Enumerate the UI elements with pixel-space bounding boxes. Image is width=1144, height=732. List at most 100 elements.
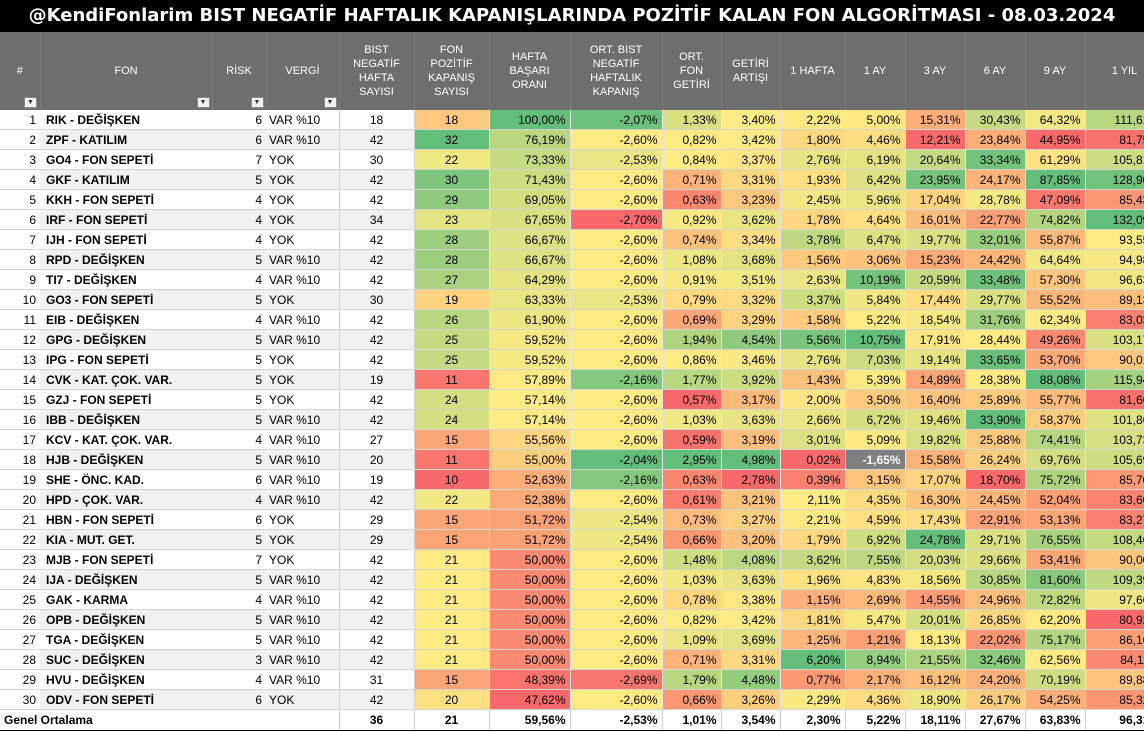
cell-idx: 7 bbox=[0, 229, 40, 250]
cell-1-hafta: 6,20% bbox=[779, 649, 845, 670]
cell-9-ay: 81,60% bbox=[1024, 569, 1085, 590]
cell-fon-poz: 21 bbox=[413, 629, 489, 650]
cell-basari: 57,14% bbox=[488, 409, 570, 430]
cell-6-ay: 29,71% bbox=[964, 529, 1025, 550]
cell-1-yil: 109,39% bbox=[1084, 569, 1144, 590]
header-9-ay: 9 AY bbox=[1025, 32, 1086, 110]
cell-9-ay: 62,20% bbox=[1024, 609, 1085, 630]
header-3-ay-label: 3 AY bbox=[923, 65, 947, 77]
cell-fon: EIB - DEĞİŞKEN bbox=[40, 309, 212, 330]
cell-ort-fon: 0,71% bbox=[661, 649, 721, 670]
cell-ort-fon: 1,48% bbox=[661, 549, 721, 570]
table-row: 22 KIA - MUT. GET. 5 YOK 29 15 51,72% -2,54% 0,6… bbox=[0, 529, 1144, 550]
cell-3-ay: 16,12% bbox=[904, 669, 965, 690]
header-ort-bist-label: ORT. BIST NEGATİF HAFTALIK KAPANIŞ bbox=[589, 44, 643, 98]
cell-ort-bist: -2,69% bbox=[569, 669, 662, 690]
cell-basari: 67,65% bbox=[488, 209, 570, 230]
footer-basari: 59,56% bbox=[488, 709, 570, 731]
cell-risk: 6 bbox=[212, 509, 266, 530]
cell-1-yil: 97,66% bbox=[1084, 589, 1144, 610]
cell-ort-fon: 0,63% bbox=[661, 469, 721, 490]
table-row: 26 OPB - DEĞİŞKEN 5 VAR %10 42 21 50,00% -2,60%… bbox=[0, 609, 1144, 630]
cell-bist-neg: 29 bbox=[338, 509, 414, 530]
cell-getiri-artisi: 3,32% bbox=[720, 289, 780, 310]
table-row: 10 GO3 - FON SEPETİ 5 YOK 30 19 63,33% -2,53% 0,… bbox=[0, 289, 1144, 310]
cell-1-yil: 86,16% bbox=[1084, 629, 1144, 650]
cell-1-yil: 90,00% bbox=[1084, 549, 1144, 570]
cell-ort-bist: -2,60% bbox=[569, 689, 662, 710]
cell-ort-bist: -2,60% bbox=[569, 329, 662, 350]
cell-6-ay: 18,70% bbox=[964, 469, 1025, 490]
cell-6-ay: 22,02% bbox=[964, 629, 1025, 650]
table-row: 30 ODV - FON SEPETİ 6 YOK 42 20 47,62% -2,60% 0,… bbox=[0, 689, 1144, 710]
cell-fon: GO4 - FON SEPETİ bbox=[40, 149, 212, 170]
dropdown-filter-icon[interactable]: ▼ bbox=[196, 97, 210, 108]
cell-3-ay: 20,01% bbox=[904, 609, 965, 630]
table-row: 18 HJB - DEĞİŞKEN 5 VAR %10 20 11 55,00% -2,04%… bbox=[0, 449, 1144, 470]
cell-6-ay: 28,78% bbox=[964, 189, 1025, 210]
cell-ort-bist: -2,60% bbox=[569, 269, 662, 290]
footer-3-ay: 18,11% bbox=[904, 709, 965, 731]
cell-3-ay: 19,77% bbox=[904, 229, 965, 250]
cell-1-yil: 81,75% bbox=[1084, 129, 1144, 150]
cell-fon: SUC - DEĞİŞKEN bbox=[40, 649, 212, 670]
cell-ort-fon: 2,95% bbox=[661, 449, 721, 470]
cell-fon: ZPF - KATILIM bbox=[40, 129, 212, 150]
table-row: 14 CVK - KAT. ÇOK. VAR. 5 YOK 19 11 57,89% -2,1… bbox=[0, 369, 1144, 390]
footer-bist-neg: 36 bbox=[338, 709, 414, 731]
cell-basari: 51,72% bbox=[488, 509, 570, 530]
dropdown-filter-icon[interactable]: ▼ bbox=[323, 97, 337, 108]
cell-1-ay: 2,17% bbox=[844, 669, 905, 690]
cell-bist-neg: 30 bbox=[338, 149, 414, 170]
cell-vergi: YOK bbox=[266, 289, 339, 310]
header-1-hafta: 1 HAFTA bbox=[780, 32, 846, 110]
dropdown-filter-icon[interactable]: ▼ bbox=[24, 97, 37, 108]
cell-ort-fon: 1,03% bbox=[661, 409, 721, 430]
dropdown-filter-icon[interactable]: ▼ bbox=[250, 97, 264, 108]
cell-getiri-artisi: 4,48% bbox=[720, 669, 780, 690]
cell-6-ay: 30,43% bbox=[964, 110, 1025, 130]
cell-1-ay: 3,06% bbox=[844, 249, 905, 270]
cell-1-hafta: 1,79% bbox=[779, 529, 845, 550]
cell-idx: 11 bbox=[0, 309, 40, 330]
cell-ort-fon: 0,59% bbox=[661, 429, 721, 450]
header-idx: # ▼ bbox=[0, 32, 41, 110]
table-row: 11 EIB - DEĞİŞKEN 4 VAR %10 42 26 61,90% -2,60%… bbox=[0, 309, 1144, 330]
cell-basari: 57,14% bbox=[488, 389, 570, 410]
cell-basari: 48,39% bbox=[488, 669, 570, 690]
cell-fon: GAK - KARMA bbox=[40, 589, 212, 610]
cell-ort-bist: -2,60% bbox=[569, 489, 662, 510]
cell-risk: 5 bbox=[212, 169, 266, 190]
header-fon-poz: FON POZİTİF KAPANIŞ SAYISI bbox=[414, 32, 490, 110]
cell-1-yil: 89,88% bbox=[1084, 669, 1144, 690]
cell-fon: SHE - ÖNC. KAD. bbox=[40, 469, 212, 490]
cell-6-ay: 32,01% bbox=[964, 229, 1025, 250]
cell-1-hafta: 2,63% bbox=[779, 269, 845, 290]
cell-1-yil: 80,92% bbox=[1084, 609, 1144, 630]
cell-3-ay: 16,40% bbox=[904, 389, 965, 410]
cell-9-ay: 75,72% bbox=[1024, 469, 1085, 490]
cell-ort-bist: -2,60% bbox=[569, 249, 662, 270]
cell-bist-neg: 42 bbox=[338, 389, 414, 410]
header-fon: FON ▼ bbox=[40, 32, 213, 110]
cell-vergi: VAR %10 bbox=[266, 609, 339, 630]
cell-basari: 66,67% bbox=[488, 229, 570, 250]
cell-1-ay: 6,19% bbox=[844, 149, 905, 170]
table-row: 28 SUC - DEĞİŞKEN 3 VAR %10 42 21 50,00% -2,60%… bbox=[0, 649, 1144, 670]
cell-fon-poz: 23 bbox=[413, 209, 489, 230]
cell-ort-bist: -2,60% bbox=[569, 169, 662, 190]
cell-fon-poz: 24 bbox=[413, 409, 489, 430]
cell-9-ay: 70,19% bbox=[1024, 669, 1085, 690]
cell-6-ay: 30,85% bbox=[964, 569, 1025, 590]
cell-idx: 9 bbox=[0, 269, 40, 290]
table-row: 15 GZJ - FON SEPETİ 5 YOK 42 24 57,14% -2,60% 0,… bbox=[0, 389, 1144, 410]
cell-fon: RPD - DEĞİŞKEN bbox=[40, 249, 212, 270]
cell-fon-poz: 15 bbox=[413, 429, 489, 450]
cell-9-ay: 47,09% bbox=[1024, 189, 1085, 210]
header-1-yil: 1 YIL bbox=[1085, 32, 1144, 110]
cell-basari: 50,00% bbox=[488, 609, 570, 630]
cell-1-yil: 83,27% bbox=[1084, 509, 1144, 530]
cell-getiri-artisi: 3,42% bbox=[720, 609, 780, 630]
cell-fon-poz: 20 bbox=[413, 689, 489, 710]
cell-basari: 55,56% bbox=[488, 429, 570, 450]
